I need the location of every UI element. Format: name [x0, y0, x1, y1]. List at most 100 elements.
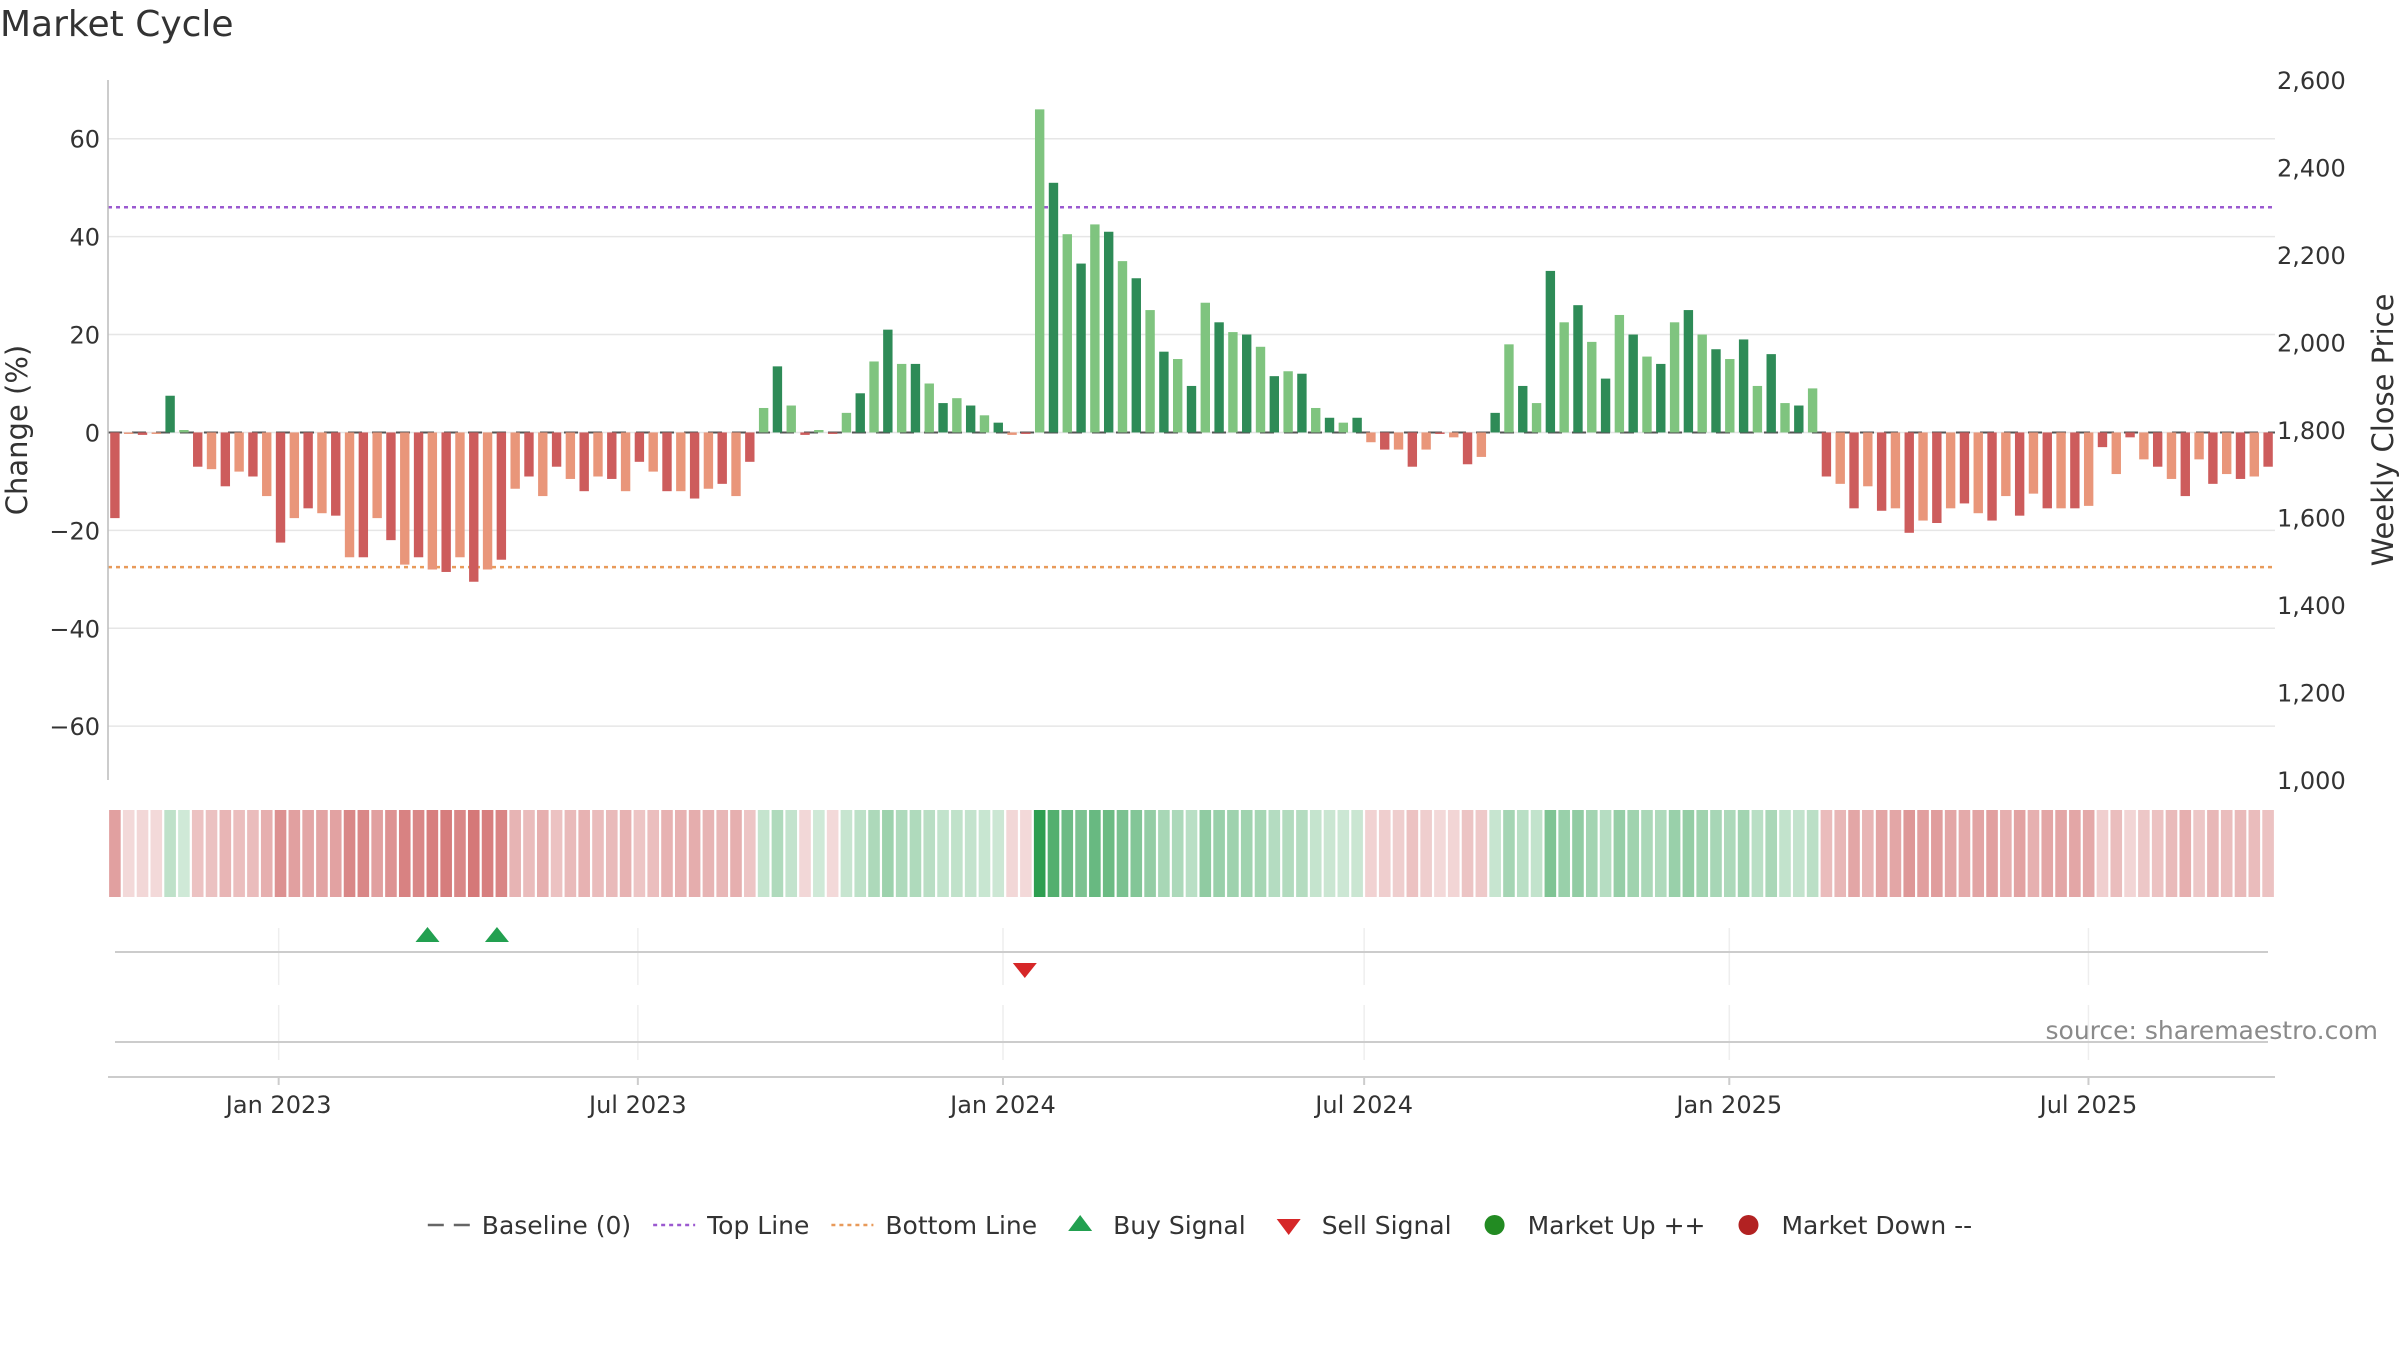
- heat-cell-63: [978, 810, 991, 897]
- bar-60: [938, 403, 948, 433]
- heat-cell-78: [1185, 810, 1198, 897]
- heat-cell-99: [1475, 810, 1488, 897]
- heat-cell-26: [467, 810, 480, 897]
- heat-cell-109: [1613, 810, 1626, 897]
- bar-127: [1863, 432, 1873, 487]
- bar-0: [110, 432, 120, 519]
- bar-88: [1324, 417, 1335, 433]
- bar-41: [676, 432, 686, 492]
- heat-cell-70: [1075, 810, 1087, 897]
- bar-114: [1683, 310, 1694, 433]
- heat-cell-106: [1572, 810, 1584, 897]
- bar-145: [2111, 432, 2121, 475]
- heat-cell-121: [1779, 810, 1791, 897]
- bar-57: [896, 363, 907, 433]
- bar-107: [1587, 341, 1597, 433]
- x-tick-label-4: Jan 2025: [1674, 1091, 1782, 1119]
- bar-20: [386, 432, 396, 541]
- bar-141: [2056, 432, 2066, 509]
- bar-76: [1159, 351, 1169, 433]
- heat-cell-46: [744, 810, 756, 897]
- heat-cell-82: [1240, 810, 1253, 897]
- heat-cell-156: [2262, 810, 2274, 897]
- heat-cell-114: [1682, 810, 1695, 897]
- heat-cell-130: [1903, 810, 1916, 897]
- bar-121: [1780, 403, 1790, 433]
- heat-cell-73: [1116, 810, 1129, 897]
- heat-cell-147: [2138, 810, 2150, 897]
- heat-cell-132: [1931, 810, 1943, 897]
- bar-69: [1062, 234, 1072, 433]
- heat-strip: [109, 810, 2274, 897]
- heat-cell-41: [675, 810, 687, 897]
- bar-94: [1407, 432, 1418, 467]
- heat-cell-29: [509, 810, 521, 897]
- bar-77: [1173, 359, 1183, 433]
- time-axis: Jan 2023 Jul 2023 Jan 2024 Jul 2024 Jan 2025…: [108, 1076, 2275, 1119]
- heat-cell-142: [2069, 810, 2081, 897]
- bar-10: [248, 432, 258, 477]
- heat-cell-111: [1641, 810, 1653, 897]
- heat-cell-131: [1917, 810, 1929, 897]
- bar-32: [551, 432, 562, 467]
- heat-cell-97: [1447, 810, 1460, 897]
- legend-label-6: Market Down --: [1781, 1211, 1972, 1240]
- ytick-right-1: 2,400: [2277, 155, 2346, 183]
- bar-90: [1352, 417, 1362, 433]
- legend-label-0: Baseline (0): [482, 1211, 631, 1240]
- heat-cell-48: [771, 810, 784, 897]
- bar-73: [1117, 261, 1128, 433]
- bar-15: [317, 432, 327, 514]
- heat-cell-141: [2055, 810, 2067, 897]
- heat-cell-154: [2234, 810, 2247, 897]
- heat-cell-143: [2082, 810, 2095, 897]
- legend-label-1: Top Line: [706, 1211, 809, 1240]
- heat-cell-113: [1668, 810, 1681, 897]
- heat-cell-96: [1434, 810, 1446, 897]
- legend-label-3: Buy Signal: [1113, 1211, 1246, 1240]
- y-axis-left-title: Change (%): [0, 345, 34, 515]
- bar-9: [234, 432, 244, 472]
- bar-103: [1531, 403, 1542, 433]
- heat-cell-4: [164, 810, 176, 897]
- heat-cell-54: [854, 810, 867, 897]
- heat-cell-89: [1337, 810, 1350, 897]
- heat-cell-115: [1696, 810, 1708, 897]
- heat-cell-38: [633, 810, 646, 897]
- bar-21: [400, 432, 410, 565]
- heat-cell-61: [951, 810, 963, 897]
- heat-cell-137: [2000, 810, 2012, 897]
- source-note: source: sharemaestro.com: [2046, 1016, 2379, 1045]
- heat-cell-35: [592, 810, 604, 897]
- heat-cell-129: [1889, 810, 1902, 897]
- heat-cell-45: [730, 810, 742, 897]
- signal-panel: [115, 927, 2268, 1060]
- sell-signal-marker-0: [1012, 963, 1037, 978]
- bar-97: [1449, 432, 1459, 438]
- ytick-right-3: 2,000: [2277, 330, 2346, 358]
- bar-38: [634, 432, 645, 462]
- heat-cell-151: [2193, 810, 2205, 897]
- bar-52: [827, 432, 838, 434]
- heat-cell-12: [274, 810, 287, 897]
- bar-132: [1932, 432, 1942, 524]
- bar-75: [1145, 310, 1155, 433]
- legend-label-2: Bottom Line: [885, 1211, 1037, 1240]
- bar-134: [1959, 432, 1970, 504]
- heat-cell-144: [2096, 810, 2109, 897]
- heat-cell-72: [1102, 810, 1115, 897]
- heat-cell-74: [1130, 810, 1143, 897]
- heat-cell-9: [233, 810, 245, 897]
- bar-130: [1904, 432, 1914, 533]
- heat-cell-0: [109, 810, 121, 897]
- ytick-left-1: 40: [69, 224, 100, 252]
- heat-cell-50: [799, 810, 811, 897]
- legend-symbol-dot-6: [1738, 1215, 1759, 1235]
- bar-1: [124, 432, 134, 434]
- heat-cell-60: [937, 810, 949, 897]
- bar-155: [2249, 432, 2259, 477]
- heat-cell-133: [1944, 810, 1957, 897]
- bar-136: [1987, 432, 1997, 521]
- bar-46: [745, 432, 755, 462]
- heat-cell-2: [136, 810, 149, 897]
